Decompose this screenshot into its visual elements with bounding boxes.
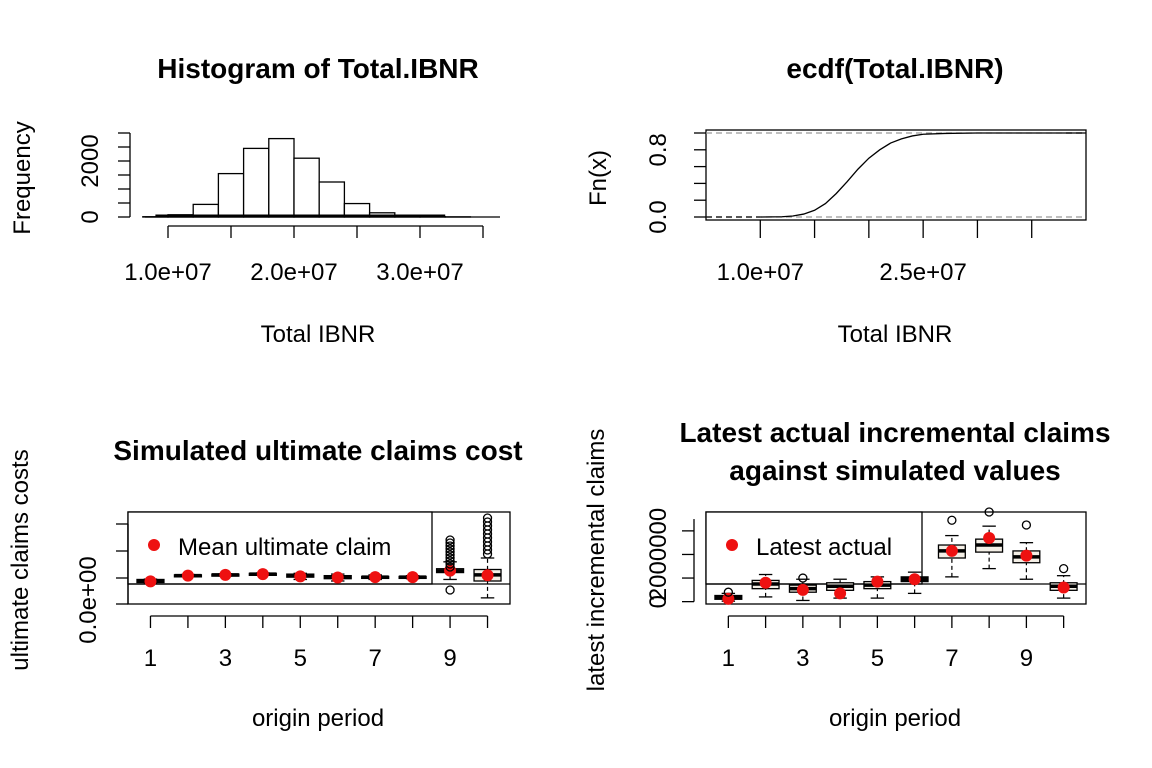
inc-x-tick-label: 1 (722, 645, 735, 672)
inc-ylabel: latest incremental claims (583, 429, 610, 692)
hist-x-tick-label: 2.0e+07 (250, 259, 337, 286)
ecdf-y-tick-label: 0.8 (645, 133, 672, 166)
ult-legend-box (127, 511, 433, 585)
inc-mean-point (759, 576, 772, 589)
ult-x-tick-label: 5 (294, 645, 307, 672)
ult-title: Simulated ultimate claims cost (113, 435, 522, 466)
inc-mean-point (1057, 581, 1070, 594)
ult-mean-point (481, 569, 494, 582)
inc-mean-point (983, 531, 996, 544)
ult-outlier (482, 549, 493, 559)
hist-y-tick-label: 0 (77, 210, 104, 223)
inc-outlier (1021, 520, 1032, 530)
inc-x-tick-label: 9 (1020, 645, 1033, 672)
ult-y-tick-label: 0.0e+00 (75, 556, 102, 643)
inc-y-tick-label: 0 (645, 595, 672, 608)
inc-legend-marker (726, 539, 738, 551)
ult-outlier (445, 550, 455, 560)
ult-outlier (445, 585, 455, 595)
ult-outlier (445, 559, 455, 569)
inc-x-tick-label: 5 (871, 645, 884, 672)
inc-mean-point (871, 575, 884, 588)
ult-outlier (445, 556, 455, 566)
ult-outlier (482, 545, 493, 555)
incremental-claims-panel: Latest actual incremental claims against… (583, 417, 1111, 732)
inc-outlier (947, 515, 957, 525)
ecdf-y-tick-label: 0.0 (645, 200, 672, 233)
hist-bar (268, 137, 295, 218)
histogram-panel: Histogram of Total.IBNR Total IBNR Frequ… (9, 53, 500, 348)
hist-ylabel: Frequency (9, 121, 36, 234)
ult-x-tick-label: 3 (219, 645, 232, 672)
inc-xlabel: origin period (829, 705, 961, 732)
inc-x-tick-label: 7 (945, 645, 958, 672)
inc-title-line2: against simulated values (729, 455, 1060, 486)
hist-x-tick-label: 3.0e+07 (376, 259, 463, 286)
ult-mean-point (331, 571, 344, 584)
inc-title-line1: Latest actual incremental claims (679, 417, 1110, 448)
ecdf-x-tick-label: 2.5e+07 (879, 259, 966, 286)
ult-outlier (445, 562, 455, 572)
inc-legend-box (705, 511, 923, 585)
inc-y-tick-label: 2000000 (645, 508, 672, 601)
ecdf-ylabel: Fn(x) (585, 150, 612, 206)
ult-outlier (445, 544, 455, 554)
inc-mean-point (722, 592, 735, 605)
ult-mean-point (369, 571, 382, 584)
ult-mean-point (294, 570, 307, 583)
ecdf-panel: ecdf(Total.IBNR) Total IBNR Fn(x) 1.0e+0… (585, 53, 1087, 348)
ecdf-plot-box (705, 129, 1087, 221)
hist-xlabel: Total IBNR (261, 321, 376, 348)
ult-outlier (445, 547, 455, 557)
hist-title: Histogram of Total.IBNR (157, 53, 478, 84)
ult-outlier (445, 553, 455, 563)
hist-bar (293, 157, 320, 218)
hist-bar (318, 181, 346, 218)
ult-mean-point (256, 568, 269, 581)
ult-xlabel: origin period (252, 705, 384, 732)
ult-mean-point (219, 568, 232, 581)
ecdf-line (760, 132, 1086, 218)
hist-y-tick-label: 2000 (77, 134, 104, 187)
ult-mean-point (144, 575, 157, 588)
ult-mean-point (181, 569, 194, 582)
inc-mean-point (908, 573, 921, 586)
ult-outlier (445, 541, 455, 551)
inc-mean-point (945, 544, 958, 557)
hist-bar (242, 147, 270, 218)
inc-outlier (1058, 563, 1069, 574)
ecdf-xlabel: Total IBNR (838, 321, 953, 348)
inc-outlier (723, 587, 734, 597)
ult-legend-marker (148, 539, 160, 551)
ult-mean-point (406, 571, 419, 584)
ult-x-tick-label: 9 (443, 645, 456, 672)
ultimate-claims-panel: Simulated ultimate claims cost origin pe… (7, 435, 523, 732)
ecdf-x-tick-label: 1.0e+07 (717, 259, 804, 286)
hist-bar (217, 172, 245, 218)
inc-x-tick-label: 3 (796, 645, 809, 672)
inc-outlier (798, 573, 808, 583)
inc-legend: Latest actual (705, 511, 923, 585)
ult-x-tick-label: 1 (144, 645, 157, 672)
inc-mean-point (1020, 549, 1033, 562)
ult-legend-label: Mean ultimate claim (178, 534, 391, 561)
inc-mean-point (796, 583, 809, 596)
ult-legend: Mean ultimate claim (127, 511, 433, 585)
inc-mean-point (834, 587, 847, 600)
ult-outlier (445, 535, 455, 545)
hist-x-tick-label: 1.0e+07 (124, 259, 211, 286)
inc-legend-label: Latest actual (756, 534, 892, 561)
ult-x-tick-label: 7 (368, 645, 381, 672)
inc-outlier (984, 507, 994, 517)
ult-outlier (445, 538, 455, 548)
ult-ylabel: ultimate claims costs (7, 449, 34, 670)
ecdf-title: ecdf(Total.IBNR) (786, 53, 1003, 84)
